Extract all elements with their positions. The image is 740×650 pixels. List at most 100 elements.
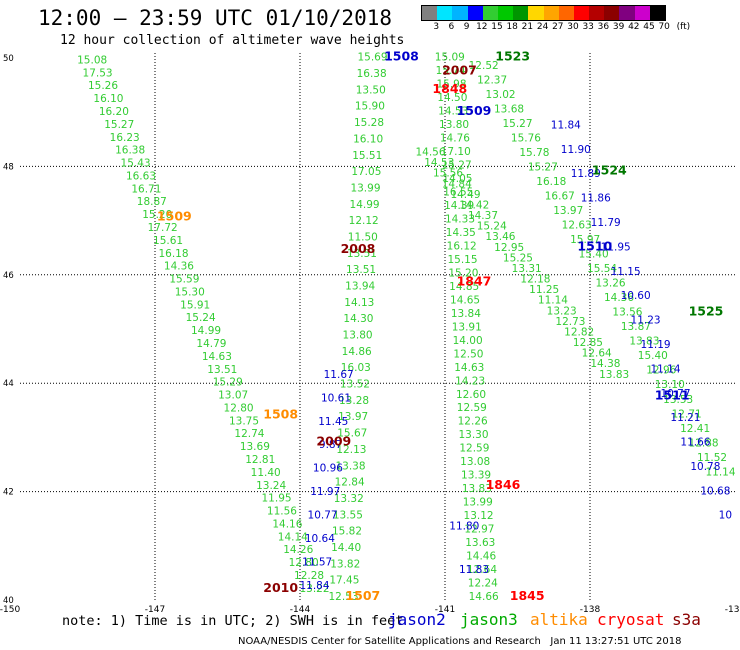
swh-value: 12.88 xyxy=(689,437,719,449)
x-tick-label: -141 xyxy=(435,605,455,615)
swh-value: 12.80 xyxy=(224,402,254,414)
swh-value: 14.16 xyxy=(272,518,302,530)
swh-value: 11.67 xyxy=(324,369,354,381)
swh-value: 17.72 xyxy=(148,222,178,234)
swh-value: 15.40 xyxy=(579,249,609,261)
swh-value: 15.97 xyxy=(570,234,600,246)
swh-value: 13.80 xyxy=(439,119,469,131)
swh-value: 13.80 xyxy=(343,330,373,342)
satellite-legend-altika: altika xyxy=(530,610,588,629)
scale-swatch xyxy=(619,6,635,20)
swh-value: 13.83 xyxy=(629,336,659,348)
page-title: 12:00 – 23:59 UTC 01/10/2018 xyxy=(38,6,393,30)
scale-swatch xyxy=(558,6,574,20)
track-id-label: 1846 xyxy=(486,477,521,492)
swh-value: 11.15 xyxy=(611,266,641,278)
swh-value: 13.97 xyxy=(338,411,368,423)
track-jason3: 15.0817.5315.2616.1016.2015.2716.2316.38… xyxy=(77,54,329,594)
swh-value: 11.57 xyxy=(302,557,332,569)
swh-value: 11.40 xyxy=(251,467,281,479)
swh-value: 15.40 xyxy=(638,350,668,362)
swh-value: 16.18 xyxy=(158,248,188,260)
swh-value: 15.69 xyxy=(357,52,387,64)
swh-value: 12.97 xyxy=(464,524,494,536)
swh-value: 13.69 xyxy=(240,441,270,453)
swh-value: 15.82 xyxy=(332,526,362,538)
swh-value: 16.18 xyxy=(536,176,566,188)
swh-value: 14.14 xyxy=(278,531,308,543)
swh-value: 15.25 xyxy=(503,252,533,264)
track-id-label: 1508 xyxy=(384,49,419,64)
swh-value: 16.03 xyxy=(341,362,371,374)
swh-value: 14.49 xyxy=(450,189,480,201)
swh-value: 16.10 xyxy=(93,93,123,105)
scale-label: 27 xyxy=(552,22,564,32)
swh-value: 13.55 xyxy=(333,509,363,521)
y-tick-label: 46 xyxy=(3,271,14,281)
swh-value: 11.83 xyxy=(459,564,489,576)
swh-value: 12.60 xyxy=(456,389,486,401)
swh-value: 12.96 xyxy=(646,365,676,377)
swh-value: 15.54 xyxy=(587,263,617,275)
swh-value: 16.63 xyxy=(126,170,156,182)
swh-value: 12.81 xyxy=(245,454,275,466)
swh-value: 10 xyxy=(719,510,732,522)
swh-value: 12.26 xyxy=(458,416,488,428)
satellite-legend-cryosat: cryosat xyxy=(597,610,665,629)
swh-value: 12.13 xyxy=(336,444,366,456)
swh-value: 14.99 xyxy=(350,199,380,211)
swh-value: 13.63 xyxy=(465,537,495,549)
swh-value: 16.10 xyxy=(353,133,383,145)
swh-value: 13.68 xyxy=(494,103,524,115)
track-id-label: 1525 xyxy=(689,303,724,318)
swh-value: 14.42 xyxy=(459,199,489,211)
swh-value: 16.20 xyxy=(99,106,129,118)
swh-value: 14.36 xyxy=(604,292,634,304)
swh-value: 16.71 xyxy=(131,183,161,195)
scale-swatch xyxy=(649,6,665,20)
swh-value: 14.30 xyxy=(343,313,373,325)
footer-credit: NOAA/NESDIS Center for Satellite Applica… xyxy=(238,636,682,647)
y-tick-label: 50 xyxy=(3,54,14,64)
swh-value: 17.45 xyxy=(329,575,359,587)
scale-swatch xyxy=(589,6,605,20)
swh-value: 15.78 xyxy=(519,147,549,159)
swh-value: 12.41 xyxy=(680,423,710,435)
swh-value: 11.23 xyxy=(631,315,661,327)
swh-value: 13.91 xyxy=(452,321,482,333)
track-id-label: 1524 xyxy=(592,163,627,178)
swh-value: 15.28 xyxy=(354,117,384,129)
swh-value: 16.38 xyxy=(115,145,145,157)
swh-value: 14.53 xyxy=(424,157,454,169)
swh-value: 12.59 xyxy=(459,443,489,455)
swh-value: 12.53 xyxy=(328,591,358,603)
swh-value: 13.75 xyxy=(229,415,259,427)
swh-value: 15.15 xyxy=(447,254,477,266)
swh-value: 15.43 xyxy=(121,158,151,170)
swh-value: 14.00 xyxy=(453,335,483,347)
swh-value: 13.94 xyxy=(345,280,375,292)
swh-value: 13.08 xyxy=(460,456,490,468)
track-id-label: 1511 xyxy=(655,387,690,402)
track-id-label: 1847 xyxy=(457,274,492,289)
scale-swatch xyxy=(482,6,498,20)
swh-value: 11.89 xyxy=(571,168,601,180)
swh-value: 14.36 xyxy=(164,261,194,273)
swh-value: 14.63 xyxy=(202,351,232,363)
color-scale-labels: 3 6 9 12 15 18 21 24 27 30 33 36 39 42 45 70 (ft) xyxy=(421,22,731,34)
swh-value: 12.63 xyxy=(562,220,592,232)
satellite-legend-jason3: jason3 xyxy=(460,610,518,629)
swh-value: 11.50 xyxy=(348,231,378,243)
swh-value: 12.71 xyxy=(672,408,702,420)
scale-label: 24 xyxy=(536,22,549,32)
swh-value: 13.32 xyxy=(334,493,364,505)
swh-value: 10.60 xyxy=(621,290,651,302)
track-id-label: 2010 xyxy=(263,580,298,595)
swh-value: 11.66 xyxy=(680,437,710,449)
swh-value: 11.52 xyxy=(697,452,727,464)
map-axes: -150 -147 -144 -141 -138 -135 50 48 46 44 42 40 xyxy=(0,54,740,615)
swh-value: 13.22 xyxy=(299,583,329,595)
track-id-label: 2007 xyxy=(442,62,477,77)
swh-value: 14.46 xyxy=(466,551,496,563)
